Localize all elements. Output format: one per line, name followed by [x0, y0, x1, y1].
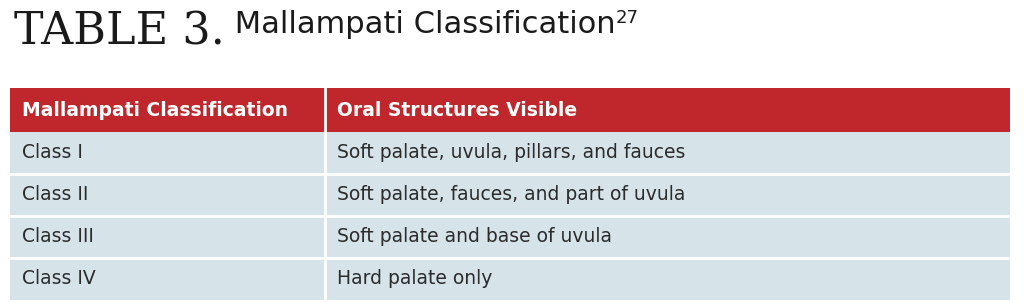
FancyBboxPatch shape [10, 258, 1010, 300]
Text: Soft palate, uvula, pillars, and fauces: Soft palate, uvula, pillars, and fauces [337, 144, 685, 162]
Text: Soft palate and base of uvula: Soft palate and base of uvula [337, 228, 612, 247]
Text: Class I: Class I [22, 144, 83, 162]
Text: 27: 27 [615, 9, 638, 27]
FancyBboxPatch shape [10, 132, 1010, 174]
Text: Hard palate only: Hard palate only [337, 269, 493, 288]
FancyBboxPatch shape [10, 174, 1010, 216]
Text: Soft palate, fauces, and part of uvula: Soft palate, fauces, and part of uvula [337, 185, 685, 205]
Text: Oral Structures Visible: Oral Structures Visible [337, 101, 578, 119]
FancyBboxPatch shape [10, 88, 1010, 132]
Text: Class II: Class II [22, 185, 88, 205]
Text: Mallampati Classification: Mallampati Classification [224, 10, 615, 39]
Text: Class IV: Class IV [22, 269, 96, 288]
FancyBboxPatch shape [10, 216, 1010, 258]
Text: Mallampati Classification: Mallampati Classification [22, 101, 288, 119]
Text: Class III: Class III [22, 228, 94, 247]
Text: TABLE 3.: TABLE 3. [14, 10, 224, 53]
